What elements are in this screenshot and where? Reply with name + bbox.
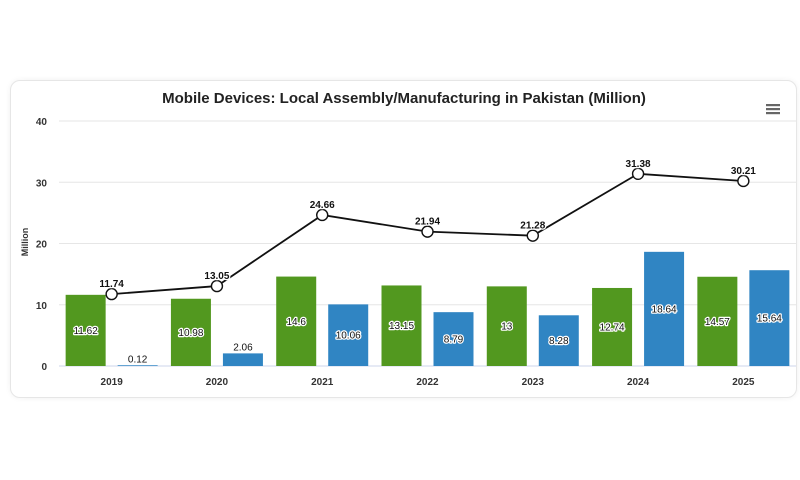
x-tick-label: 2022 — [416, 377, 439, 388]
bar-data-label: 10.98 — [178, 328, 203, 339]
bar — [697, 276, 738, 366]
bar — [117, 365, 158, 366]
bar — [538, 315, 579, 366]
bar-data-label: 8.79 — [444, 335, 464, 346]
x-tick-label: 2020 — [206, 377, 229, 388]
bar — [170, 298, 211, 366]
bar — [328, 304, 369, 366]
y-tick-label: 20 — [36, 240, 48, 251]
line-data-label: 30.21 — [731, 166, 756, 177]
bar — [644, 251, 685, 366]
chart-title: Mobile Devices: Local Assembly/Manufactu… — [162, 90, 646, 107]
y-tick-label: 10 — [36, 301, 48, 312]
bar-data-label: 2.06 — [233, 342, 253, 353]
bar-data-label: 13.15 — [389, 321, 414, 332]
bar — [65, 294, 106, 366]
line-point — [421, 225, 434, 238]
line-point — [105, 287, 118, 301]
line-point — [526, 229, 539, 242]
bar-data-label: 18.64 — [652, 304, 677, 315]
bar-data-label: 8.28 — [549, 336, 569, 347]
line-data-label: 24.66 — [310, 200, 335, 211]
x-tick-label: 2021 — [311, 377, 334, 388]
chart-card: Mobile Devices: Local Assembly/Manufactu… — [10, 80, 797, 398]
x-tick-label: 2025 — [732, 377, 755, 388]
line-data-label: 21.28 — [520, 221, 545, 232]
line-data-label: 11.74 — [99, 279, 124, 290]
chart: Mobile Devices: Local Assembly/Manufactu… — [20, 90, 796, 388]
line-point — [737, 174, 750, 188]
line-point — [210, 279, 224, 293]
bar — [276, 276, 317, 366]
bar-data-label: 0.12 — [128, 354, 148, 365]
bar — [222, 353, 263, 366]
x-tick-label: 2023 — [522, 377, 545, 388]
bar-data-label: 15.64 — [757, 314, 782, 325]
bar — [433, 312, 474, 366]
bar-data-label: 14.57 — [705, 317, 730, 328]
line-data-label: 13.05 — [204, 271, 229, 282]
bar — [486, 286, 527, 366]
y-tick-label: 40 — [36, 117, 48, 128]
bar — [592, 287, 633, 366]
x-tick-label: 2019 — [101, 377, 124, 388]
y-tick-label: 30 — [36, 178, 48, 189]
bar-data-label: 11.62 — [73, 326, 98, 337]
y-axis-label: Million — [20, 228, 30, 257]
bar — [381, 285, 422, 366]
x-tick-label: 2024 — [627, 377, 650, 388]
line-data-label: 21.94 — [415, 217, 440, 228]
bar-data-label: 12.74 — [600, 322, 625, 333]
bar-data-label: 14.6 — [286, 317, 306, 328]
y-tick-label: 0 — [41, 362, 47, 373]
line-point — [316, 208, 329, 222]
bar-data-label: 10.06 — [336, 331, 361, 342]
line-point — [631, 167, 645, 180]
line-data-label: 31.38 — [626, 159, 651, 170]
hamburger-menu-icon[interactable] — [766, 104, 780, 115]
bar — [749, 270, 790, 366]
bar-data-label: 13 — [501, 322, 513, 333]
